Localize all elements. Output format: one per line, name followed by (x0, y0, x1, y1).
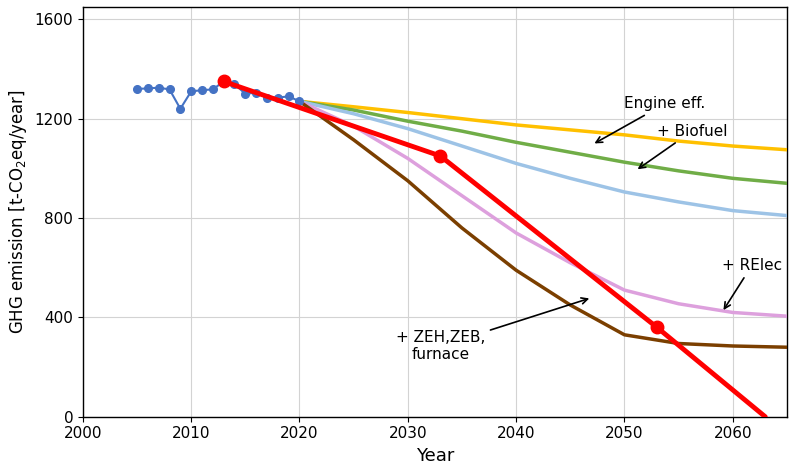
Text: Engine eff.: Engine eff. (596, 96, 705, 143)
Text: + ZEH,ZEB,
furnace: + ZEH,ZEB, furnace (395, 298, 587, 362)
X-axis label: Year: Year (416, 447, 454, 465)
Y-axis label: GHG emission [t-CO$_2$eq/year]: GHG emission [t-CO$_2$eq/year] (7, 89, 29, 334)
Text: + Biofuel: + Biofuel (639, 124, 728, 168)
Text: + RElec: + RElec (722, 258, 782, 309)
